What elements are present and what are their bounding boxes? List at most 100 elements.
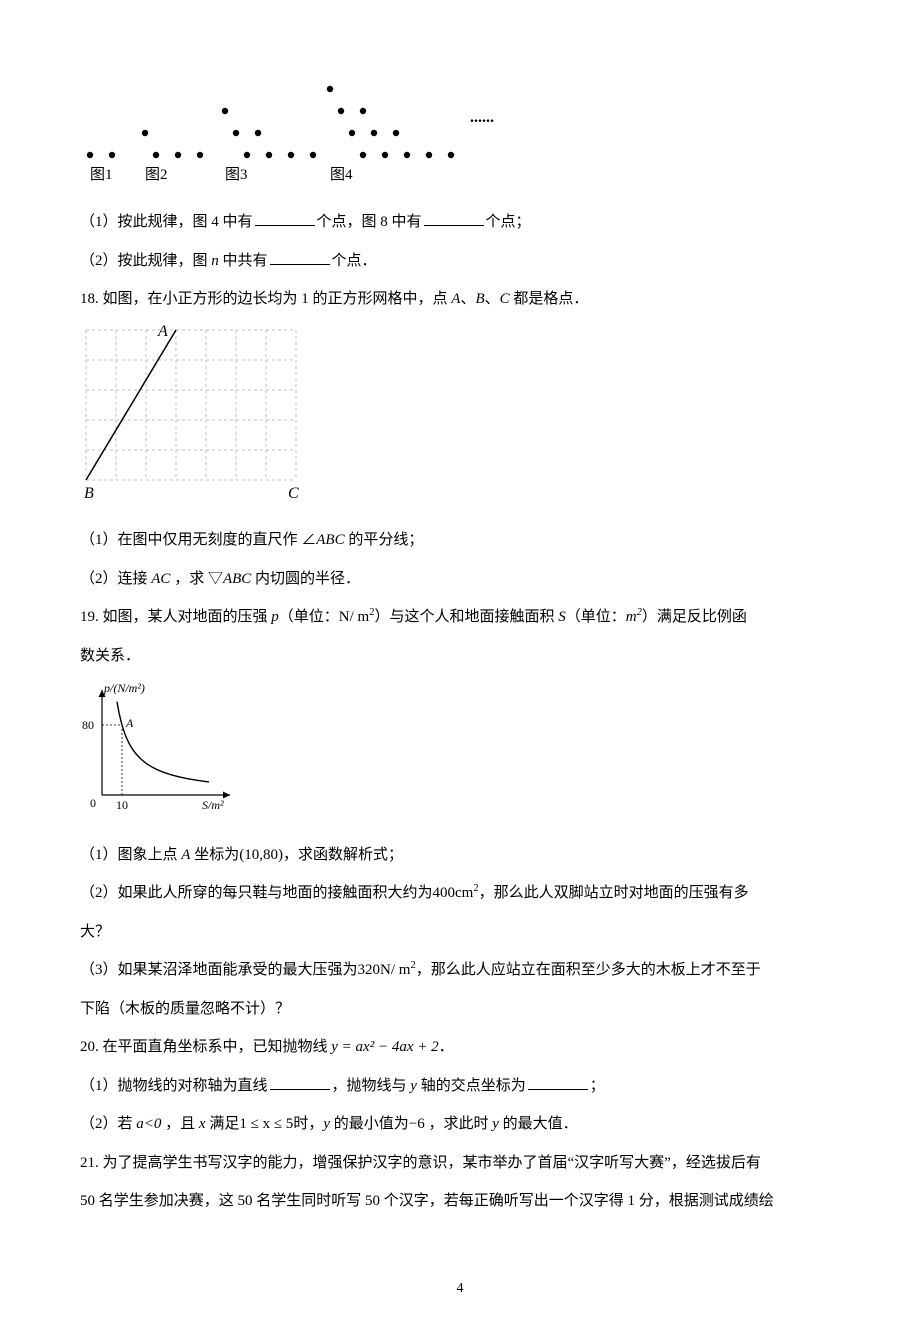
svg-text:图2: 图2 <box>145 166 168 183</box>
q21-line2: 50 名学生参加决赛，这 50 名学生同时听写 50 个汉字，若每正确听写出一个… <box>80 1187 840 1216</box>
q18-part1: （1）在图中仅用无刻度的直尺作 ∠ABC 的平分线； <box>80 526 840 555</box>
q20-p1-y: y <box>410 1078 417 1094</box>
q19-intro2: 数关系． <box>80 642 840 671</box>
q20-p1-a: （1）抛物线的对称轴为直线 <box>80 1078 268 1094</box>
q20-p1-b: ，抛物线与 <box>332 1078 411 1094</box>
q17-p2-b: 中共有 <box>219 253 268 269</box>
q19-d: （单位： <box>566 609 626 625</box>
q19-p1-a: （1）图象上点 <box>80 847 181 863</box>
dots-pattern-figure: 图1图2图3图4...... <box>80 60 840 198</box>
blank-5 <box>528 1075 588 1090</box>
q20-p2-b: ，且 <box>161 1116 199 1132</box>
q19-a: 19. 如图，某人对地面的压强 <box>80 609 271 625</box>
q17-part1: （1）按此规律，图 4 中有个点，图 8 中有个点； <box>80 208 840 237</box>
q18-C: C <box>500 291 510 307</box>
q20-p2-range: 1 ≤ x ≤ 5 <box>239 1116 293 1132</box>
graph-figure: p/(N/m²) S/m² 80 10 0 A <box>80 680 840 831</box>
q19-part3: （3）如果某沼泽地面能承受的最大压强为320N/ m2，那么此人应站立在面积至少… <box>80 956 840 985</box>
q19-intro: 19. 如图，某人对地面的压强 p（单位：N/ m2）与这个人和地面接触面积 S… <box>80 603 840 632</box>
q17-part2: （2）按此规律，图 n 中共有 个点． <box>80 247 840 276</box>
q20-p2-a: （2）若 <box>80 1116 136 1132</box>
q20-p2-f: ，求此时 <box>425 1116 493 1132</box>
q20-eq: y = ax² − 4ax + 2 <box>331 1039 438 1055</box>
q20-p2-min: −6 <box>409 1116 425 1132</box>
q19-part3b: 下陷（木板的质量忽略不计）？ <box>80 995 840 1024</box>
q18-p1-b: ABC <box>316 532 344 548</box>
q19-u1: N/ m2 <box>339 609 375 625</box>
q19-part2: （2）如果此人所穿的每只鞋与地面的接触面积大约为400cm2，那么此人双脚站立时… <box>80 879 840 908</box>
q17-p2-a: （2）按此规律，图 <box>80 253 211 269</box>
q19-p1-coord: (10,80) <box>239 847 283 863</box>
q19-e: ）满足反比例函 <box>642 609 747 625</box>
q18-p2-c: ，求 ▽ <box>170 571 223 587</box>
q18-p1-a: （1）在图中仅用无刻度的直尺作 ∠ <box>80 532 316 548</box>
q20-p1-d: ； <box>590 1078 605 1094</box>
q19-p3-b: ，那么此人应站立在面积至少多大的木板上才不至于 <box>416 962 761 978</box>
q20-p2-g: 的最大值． <box>499 1116 578 1132</box>
q19-p2-c: 大？ <box>80 924 110 940</box>
q18-p1-c: 的平分线； <box>345 532 424 548</box>
q18-p2-b: AC <box>151 571 170 587</box>
q18-e: 、 <box>485 291 500 307</box>
q19-p2-b: ，那么此人双脚站立时对地面的压强有多 <box>479 885 749 901</box>
svg-text:图4: 图4 <box>330 166 353 183</box>
q19-f: 数关系． <box>80 648 140 664</box>
q18-c: 、 <box>460 291 475 307</box>
grid-figure: A B C <box>80 324 840 517</box>
q20-intro: 20. 在平面直角坐标系中，已知抛物线 y = ax² − 4ax + 2． <box>80 1033 840 1062</box>
q18-part2: （2）连接 AC ，求 ▽ABC 内切圆的半径． <box>80 565 840 594</box>
q21-l2: 50 名学生参加决赛，这 50 名学生同时听写 50 个汉字，若每正确听写出一个… <box>80 1193 774 1209</box>
svg-text:图3: 图3 <box>225 166 248 183</box>
q18-a: 18. 如图，在小正方形的边长均为 1 的正方形网格中，点 <box>80 291 451 307</box>
q20-part1: （1）抛物线的对称轴为直线 ，抛物线与 y 轴的交点坐标为 ； <box>80 1072 840 1101</box>
q19-b: （单位： <box>279 609 339 625</box>
q17-p2-n: n <box>211 253 219 269</box>
svg-text:B: B <box>84 485 94 502</box>
q19-p1-d: ，求函数解析式； <box>283 847 403 863</box>
q20-p2-e: 的最小值为 <box>330 1116 409 1132</box>
dots-svg: 图1图2图3图4...... <box>80 60 580 198</box>
svg-text:S/m²: S/m² <box>202 798 224 812</box>
q19-p3-c: 下陷（木板的质量忽略不计）？ <box>80 1001 290 1017</box>
q20-p2-y: y <box>323 1116 330 1132</box>
q19-part2b: 大？ <box>80 918 840 947</box>
svg-text:80: 80 <box>82 718 94 732</box>
q21-line1: 21. 为了提高学生书写汉字的能力，增强保护汉字的意识，某市举办了首届“汉字听写… <box>80 1149 840 1178</box>
q18-p2-a: （2）连接 <box>80 571 151 587</box>
q19-c: ）与这个人和地面接触面积 <box>374 609 558 625</box>
blank-2 <box>424 211 484 226</box>
svg-text:10: 10 <box>116 798 128 812</box>
q20-part2: （2）若 a<0 ，且 x 满足1 ≤ x ≤ 5时，y 的最小值为−6 ，求此… <box>80 1110 840 1139</box>
svg-text:0: 0 <box>90 796 96 810</box>
q20-p1-c: 轴的交点坐标为 <box>417 1078 526 1094</box>
q20-a: 20. 在平面直角坐标系中，已知抛物线 <box>80 1039 331 1055</box>
q20-b: ． <box>439 1039 454 1055</box>
q20-p2-y2: y <box>492 1116 499 1132</box>
q18-g: 都是格点． <box>510 291 589 307</box>
q18-B: B <box>475 291 484 307</box>
q17-p1-a: （1）按此规律，图 4 中有 <box>80 214 253 230</box>
q21-l1: 21. 为了提高学生书写汉字的能力，增强保护汉字的意识，某市举办了首届“汉字听写… <box>80 1155 761 1171</box>
q18-p2-e: 内切圆的半径． <box>251 571 360 587</box>
graph-svg: p/(N/m²) S/m² 80 10 0 A <box>80 680 240 820</box>
q19-p: p <box>271 609 279 625</box>
svg-text:A: A <box>157 324 168 340</box>
blank-3 <box>270 250 330 265</box>
q19-p1-c: 坐标为 <box>190 847 239 863</box>
q20-p2-x: x <box>199 1116 206 1132</box>
page-number: 4 <box>80 1276 840 1303</box>
q19-p3-a: （3）如果某沼泽地面能承受的最大压强为 <box>80 962 358 978</box>
svg-text:C: C <box>288 485 299 502</box>
q18-intro: 18. 如图，在小正方形的边长均为 1 的正方形网格中，点 A、B、C 都是格点… <box>80 285 840 314</box>
grid-svg: A B C <box>80 324 302 506</box>
q19-part1: （1）图象上点 A 坐标为(10,80)，求函数解析式； <box>80 841 840 870</box>
q19-s: S <box>558 609 566 625</box>
q20-p2-c: 满足 <box>206 1116 240 1132</box>
q17-p2-c: 个点． <box>332 253 377 269</box>
blank-1 <box>255 211 315 226</box>
q20-p2-c1: a<0 <box>136 1116 161 1132</box>
q17-p1-b: 个点，图 8 中有 <box>317 214 422 230</box>
svg-text:p/(N/m²): p/(N/m²) <box>103 681 145 695</box>
svg-text:A: A <box>125 716 134 730</box>
q19-p2-val: 400cm2 <box>433 885 479 901</box>
